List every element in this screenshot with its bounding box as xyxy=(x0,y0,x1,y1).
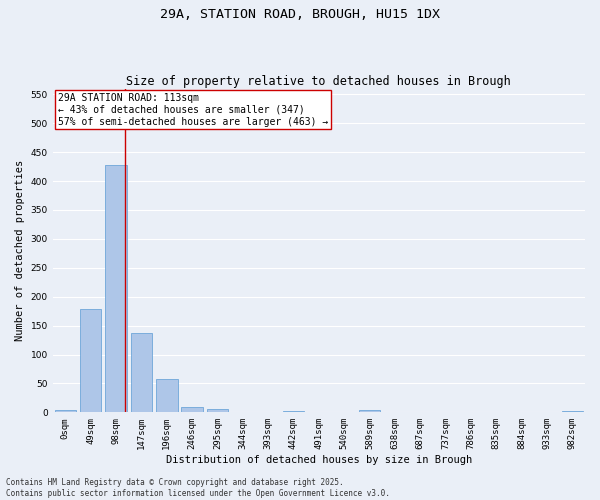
Bar xyxy=(206,409,228,412)
Bar xyxy=(283,410,304,412)
Bar xyxy=(359,410,380,412)
Y-axis label: Number of detached properties: Number of detached properties xyxy=(15,160,25,341)
Text: 29A STATION ROAD: 113sqm
← 43% of detached houses are smaller (347)
57% of semi-: 29A STATION ROAD: 113sqm ← 43% of detach… xyxy=(58,94,328,126)
Text: 29A, STATION ROAD, BROUGH, HU15 1DX: 29A, STATION ROAD, BROUGH, HU15 1DX xyxy=(160,8,440,20)
Bar xyxy=(55,410,76,412)
Bar xyxy=(562,410,583,412)
Bar xyxy=(80,310,101,412)
Bar xyxy=(131,333,152,412)
Bar xyxy=(156,380,178,412)
Bar xyxy=(181,407,203,412)
Bar xyxy=(105,165,127,412)
Title: Size of property relative to detached houses in Brough: Size of property relative to detached ho… xyxy=(127,76,511,88)
Text: Contains HM Land Registry data © Crown copyright and database right 2025.
Contai: Contains HM Land Registry data © Crown c… xyxy=(6,478,390,498)
X-axis label: Distribution of detached houses by size in Brough: Distribution of detached houses by size … xyxy=(166,455,472,465)
